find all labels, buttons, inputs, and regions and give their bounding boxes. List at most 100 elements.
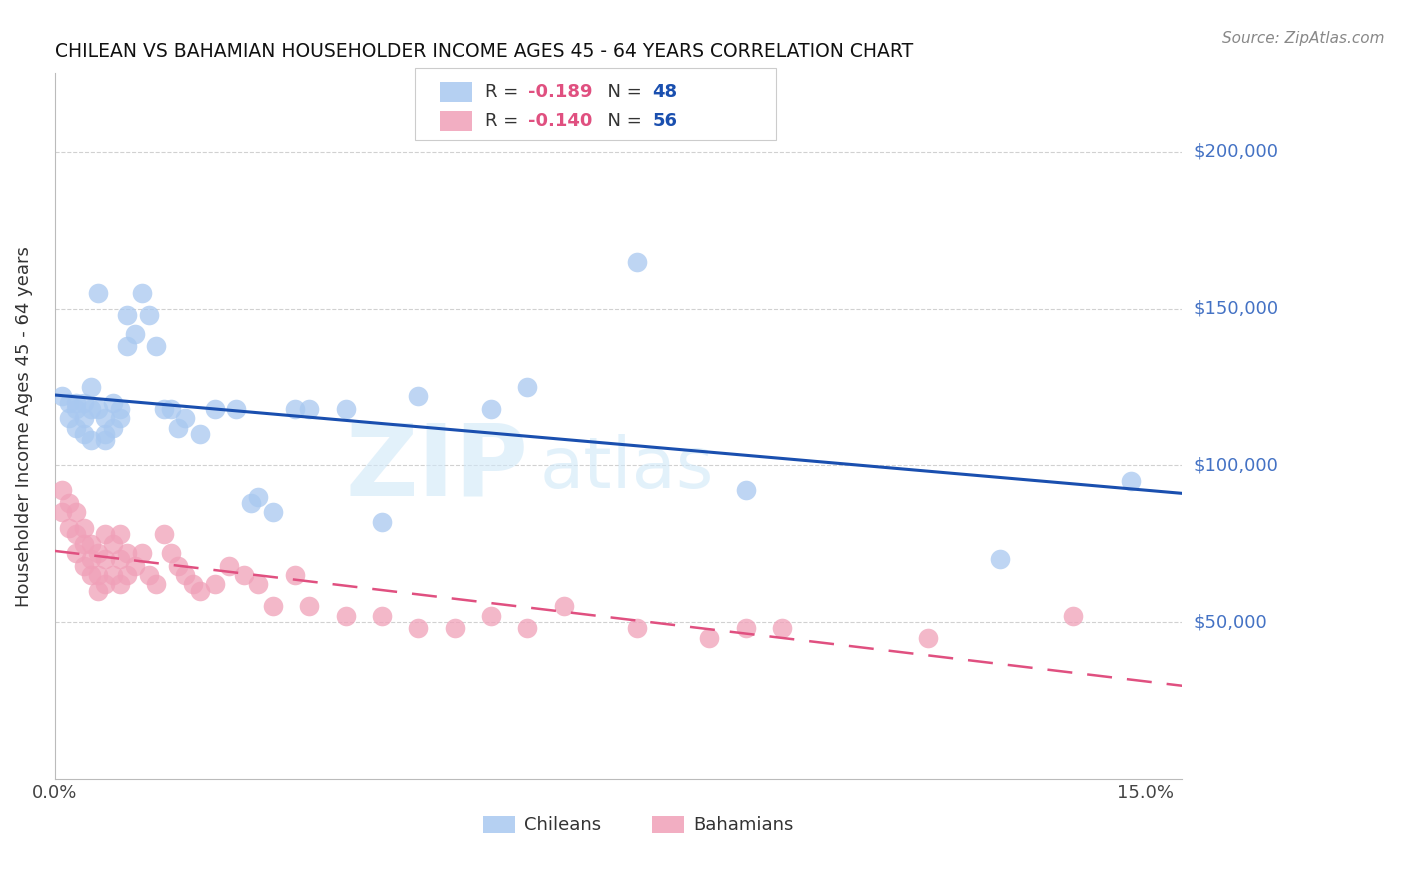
Point <box>145 339 167 353</box>
Point <box>65 527 87 541</box>
Point <box>117 546 139 560</box>
Point <box>101 568 124 582</box>
Point <box>72 395 94 409</box>
Point <box>770 621 793 635</box>
Point <box>108 527 131 541</box>
Point <box>131 285 153 300</box>
Text: CHILEAN VS BAHAMIAN HOUSEHOLDER INCOME AGES 45 - 64 YEARS CORRELATION CHART: CHILEAN VS BAHAMIAN HOUSEHOLDER INCOME A… <box>55 42 912 61</box>
Point <box>108 552 131 566</box>
Point <box>108 577 131 591</box>
Text: Source: ZipAtlas.com: Source: ZipAtlas.com <box>1222 31 1385 46</box>
Point <box>87 583 110 598</box>
Text: $100,000: $100,000 <box>1194 457 1278 475</box>
Point <box>72 558 94 573</box>
Point <box>218 558 240 573</box>
Point <box>298 599 321 614</box>
Point <box>72 521 94 535</box>
Bar <box>440 111 472 130</box>
Point <box>443 621 465 635</box>
Point <box>80 552 103 566</box>
Point <box>72 536 94 550</box>
Text: R =: R = <box>485 112 524 129</box>
Point <box>247 577 270 591</box>
Bar <box>652 816 683 833</box>
Point <box>80 380 103 394</box>
Point <box>51 505 73 519</box>
Point <box>87 568 110 582</box>
Point <box>94 433 117 447</box>
Point <box>65 395 87 409</box>
Text: $200,000: $200,000 <box>1194 143 1278 161</box>
Point <box>284 568 307 582</box>
Text: R =: R = <box>485 83 524 101</box>
Point <box>204 401 226 416</box>
Point <box>51 483 73 498</box>
Text: $150,000: $150,000 <box>1194 300 1278 318</box>
Point <box>284 401 307 416</box>
Point <box>101 395 124 409</box>
Point <box>58 496 80 510</box>
Point <box>65 546 87 560</box>
Point <box>181 577 204 591</box>
Point <box>371 608 394 623</box>
Point <box>58 411 80 425</box>
Point <box>65 420 87 434</box>
Point <box>94 426 117 441</box>
Point <box>152 401 174 416</box>
Bar <box>484 816 515 833</box>
Point <box>232 568 254 582</box>
Text: 48: 48 <box>652 83 678 101</box>
Point <box>167 558 190 573</box>
Point <box>80 536 103 550</box>
Point <box>408 389 430 403</box>
Point <box>990 552 1012 566</box>
Point <box>188 426 211 441</box>
Point <box>108 401 131 416</box>
FancyBboxPatch shape <box>415 69 776 140</box>
Point <box>174 568 197 582</box>
Text: ZIP: ZIP <box>346 420 529 516</box>
Text: -0.189: -0.189 <box>529 83 593 101</box>
Point <box>80 433 103 447</box>
Point <box>371 515 394 529</box>
Point <box>117 339 139 353</box>
Point <box>1121 474 1143 488</box>
Text: N =: N = <box>596 83 647 101</box>
Bar <box>440 82 472 102</box>
Text: Bahamians: Bahamians <box>693 815 793 834</box>
Point <box>117 308 139 322</box>
Point <box>94 527 117 541</box>
Point <box>152 527 174 541</box>
Point <box>734 483 756 498</box>
Point <box>699 631 721 645</box>
Point <box>145 577 167 591</box>
Point <box>204 577 226 591</box>
Point <box>108 411 131 425</box>
Point <box>51 389 73 403</box>
Text: Chileans: Chileans <box>523 815 600 834</box>
Point <box>94 552 117 566</box>
Point <box>124 558 146 573</box>
Point <box>335 401 357 416</box>
Text: N =: N = <box>596 112 647 129</box>
Point <box>87 285 110 300</box>
Point <box>225 401 247 416</box>
Text: 56: 56 <box>652 112 678 129</box>
Point <box>58 521 80 535</box>
Point <box>516 380 538 394</box>
Point <box>138 568 160 582</box>
Point <box>65 401 87 416</box>
Y-axis label: Householder Income Ages 45 - 64 years: Householder Income Ages 45 - 64 years <box>15 245 32 607</box>
Point <box>298 401 321 416</box>
Point <box>160 401 183 416</box>
Point <box>87 546 110 560</box>
Point <box>131 546 153 560</box>
Point <box>408 621 430 635</box>
Point <box>734 621 756 635</box>
Point <box>553 599 575 614</box>
Point <box>72 411 94 425</box>
Point <box>94 577 117 591</box>
Point <box>72 426 94 441</box>
Point <box>101 536 124 550</box>
Text: atlas: atlas <box>540 434 714 503</box>
